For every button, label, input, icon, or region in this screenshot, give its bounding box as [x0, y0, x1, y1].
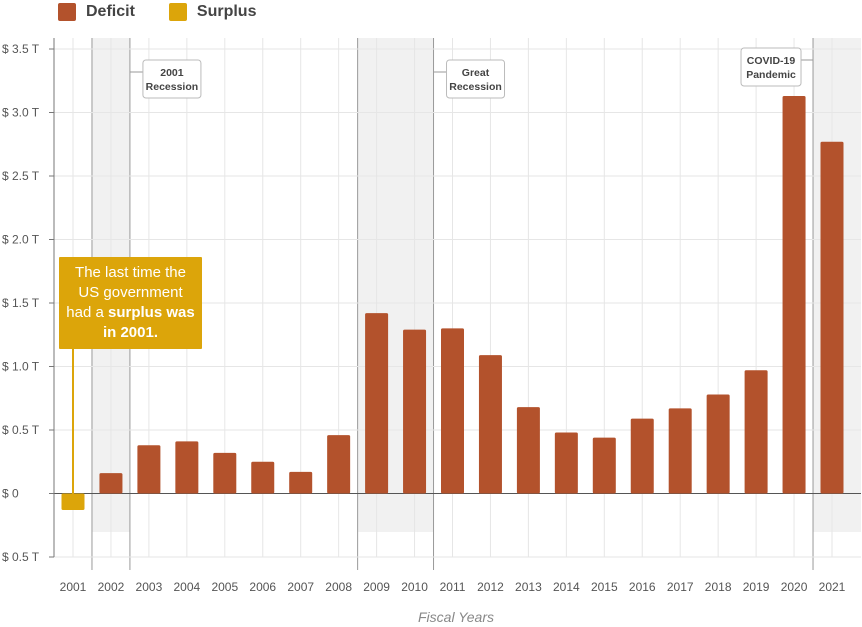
deficit-bar	[478, 355, 502, 494]
deficit-swatch-icon	[58, 3, 76, 21]
x-tick-label: 2013	[515, 580, 542, 594]
deficit-bar	[820, 141, 844, 494]
deficit-bar	[441, 328, 464, 494]
recession-label-box	[740, 47, 802, 87]
x-tick-label: 2004	[173, 580, 200, 594]
y-tick-label: $ 0.5 T	[2, 550, 40, 564]
surplus-swatch-icon	[168, 3, 187, 21]
deficit-bar	[403, 329, 427, 494]
deficit-bar	[99, 473, 123, 494]
surplus-callout-box	[59, 257, 202, 349]
callout-segment: US government	[78, 284, 183, 301]
x-tick-label: 2003	[136, 580, 163, 594]
recession-label-text: 2001	[160, 67, 184, 79]
deficit-bar	[592, 437, 616, 494]
callout-segment: The last time the	[75, 264, 186, 281]
labels: $ 3.5 T $ 3.0 T $ 2.5 T $ 2.0 T $ 1.5 T $ 1.0…	[2, 42, 846, 625]
axes	[49, 38, 55, 558]
x-tick-label: 2010	[401, 580, 428, 594]
y-tick-label: $ 3.0 T	[2, 106, 40, 120]
x-tick-label: 2001	[60, 580, 87, 594]
x-tick-label: 2006	[249, 580, 276, 594]
callout-line: had a surplus was	[66, 304, 194, 321]
legend-label-deficit: Deficit	[86, 3, 135, 20]
x-tick-label: 2019	[743, 580, 770, 594]
callout-segment: had a	[66, 304, 108, 321]
x-tick-label: 2011	[440, 580, 466, 594]
callout-line: The last time the	[75, 264, 186, 281]
x-tick-label: 2005	[211, 580, 238, 594]
recession-label-text: Pandemic	[746, 69, 796, 81]
callout-line: US government	[78, 284, 183, 301]
deficit-bar	[782, 95, 806, 494]
y-tick-label: $ 1.5 T	[2, 296, 40, 310]
recession-label-box	[142, 59, 202, 99]
x-tick-label: 2007	[287, 580, 314, 594]
deficit-bar	[554, 432, 578, 494]
deficit-bar	[744, 370, 768, 494]
deficit-bar	[175, 441, 199, 494]
recession-label-text: Recession	[146, 81, 199, 93]
recession-label-text: Recession	[449, 81, 502, 93]
y-tick-label: $ 0	[2, 487, 19, 501]
deficit-bar	[327, 435, 351, 494]
x-tick-label: 2020	[781, 580, 808, 594]
deficit-bar	[137, 445, 161, 494]
x-tick-label: 2015	[591, 580, 618, 594]
x-axis-title: Fiscal Years	[418, 609, 494, 625]
deficit-bar	[706, 394, 730, 494]
deficit-bar	[630, 418, 654, 494]
legend-label-surplus: Surplus	[196, 3, 257, 20]
deficit-bar	[213, 452, 237, 494]
y-tick-label: $ 3.5 T	[2, 42, 40, 56]
legend: Deficit Surplus	[58, 2, 256, 22]
x-tick-label: 2018	[705, 580, 732, 594]
x-tick-label: 2009	[363, 580, 390, 594]
surplus-bar	[61, 493, 85, 511]
recession-label-text: Great	[462, 67, 490, 79]
x-tick-label: 2016	[629, 580, 656, 594]
deficit-bar	[516, 407, 540, 494]
x-tick-label: 2012	[477, 580, 504, 594]
legend-item-surplus[interactable]: Surplus	[168, 3, 257, 21]
callout-segment: surplus was	[108, 304, 195, 321]
x-tick-label: 2008	[325, 580, 352, 594]
legend-item-deficit[interactable]: Deficit	[58, 3, 135, 21]
x-tick-label: 2021	[819, 580, 846, 594]
deficit-bar	[668, 408, 692, 494]
bars	[61, 95, 844, 511]
y-tick-label: $ 2.5 T	[2, 169, 40, 183]
recession-label-text: COVID-19	[747, 55, 796, 67]
annotations: 2001 Recession Great Recession COVID-19 Pande…	[59, 47, 814, 494]
y-tick-label: $ 1.0 T	[2, 360, 40, 374]
callout-line: in 2001.	[103, 324, 158, 341]
deficit-bar	[365, 313, 389, 494]
x-tick-label: 2017	[667, 580, 694, 594]
deficit-bar	[289, 471, 313, 494]
x-tick-label: 2002	[98, 580, 125, 594]
y-tick-label: $ 2.0 T	[2, 233, 40, 247]
deficit-bar	[251, 461, 275, 494]
callout-segment: in 2001.	[103, 324, 158, 341]
recession-label-box	[446, 59, 506, 99]
x-tick-label: 2014	[553, 580, 580, 594]
y-tick-label: $ 0.5 T	[2, 423, 40, 437]
